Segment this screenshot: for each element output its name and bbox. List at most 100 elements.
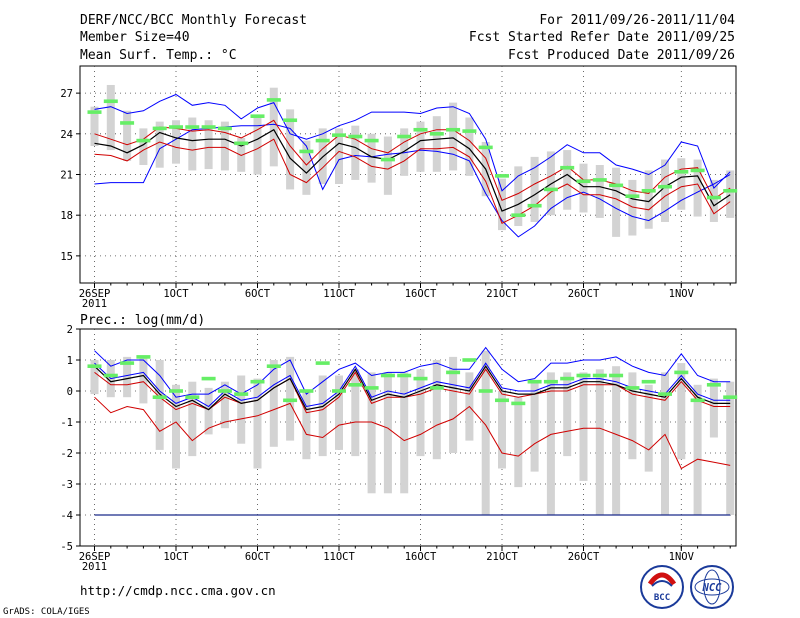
temp-member-mark — [478, 145, 493, 150]
precip-title: Prec.: log(mm/d) — [80, 313, 205, 328]
grads-credit: GrADS: COLA/IGES — [3, 607, 90, 617]
prec-xtick-label: 6OCT — [245, 551, 271, 563]
prec-member-mark — [413, 376, 428, 381]
temp-member-mark — [592, 178, 607, 182]
prec-line-max — [94, 346, 731, 398]
temp-spread-bar — [335, 128, 343, 184]
temp-member-mark — [380, 157, 395, 162]
temp-ytick-label: 27 — [60, 88, 73, 100]
prec-member-mark — [690, 398, 705, 403]
prec-line-mean — [94, 365, 731, 411]
temp-member-mark — [169, 125, 183, 129]
temp-member-mark — [364, 138, 379, 143]
temp-member-mark — [706, 195, 721, 200]
temp-spread-bar — [269, 87, 278, 167]
prec-ytick-label: 0 — [67, 386, 73, 398]
temp-member-mark — [429, 132, 444, 136]
temp-xtick-label: 1OCT — [163, 288, 189, 300]
temp-spread-bar — [351, 125, 360, 180]
temp-member-mark — [641, 188, 656, 193]
temp-member-mark — [201, 125, 216, 129]
prec-spread-bar — [530, 381, 539, 472]
temp-spread-bar — [563, 150, 572, 210]
temp-member-mark — [723, 188, 738, 193]
prec-spread-bar — [661, 372, 669, 515]
temp-spread-bar — [498, 178, 506, 231]
prec-xtick-label: 21OCT — [486, 551, 518, 563]
prec-member-mark — [283, 398, 298, 403]
prec-spread-bar — [514, 397, 523, 488]
temp-spread-bar — [661, 159, 669, 222]
temp-member-mark — [152, 126, 167, 131]
temp-spread-bar — [449, 102, 458, 171]
temp-spread-bar — [628, 179, 637, 236]
figure-title: DERF/NCC/BCC Monthly Forecast — [80, 13, 307, 28]
temp-spread-bar — [709, 179, 718, 222]
prec-spread-bar — [595, 369, 604, 515]
precipitation-panel: -5 -4 -3 -2 -1 0 1 2 26SEP 1OCT 6OCT 11OCT 16OCT 21OC… — [60, 324, 738, 573]
temp-line-mean — [94, 128, 731, 212]
temp-member-mark — [625, 194, 640, 198]
temp-spread-bar — [253, 114, 262, 175]
temp-line-max — [94, 123, 731, 238]
temp-member-mark — [413, 127, 428, 132]
prec-spread-bar — [237, 375, 246, 444]
prec-member-mark — [511, 401, 526, 406]
temp-spread-bar — [139, 128, 148, 166]
prec-xtick-label: 16OCT — [405, 551, 437, 563]
prec-member-mark — [462, 358, 477, 362]
prec-spread-bar — [367, 372, 376, 494]
temp-spread-bar — [155, 121, 164, 168]
temp-member-mark — [576, 179, 591, 184]
prec-xtick-label: 1NOV — [669, 551, 695, 563]
temp-spread-bar — [286, 109, 295, 190]
prec-member-mark — [495, 398, 509, 403]
temp-member-mark — [495, 174, 509, 178]
temp-member-mark — [103, 99, 118, 104]
temp-spread-bar — [204, 120, 213, 170]
prec-spread-bar — [335, 375, 343, 450]
temp-member-mark — [462, 129, 477, 133]
prec-ytick-label: -4 — [60, 510, 73, 522]
temp-spread-bar — [465, 117, 474, 176]
prec-ytick-label: -1 — [60, 417, 73, 429]
temp-line-min — [94, 93, 731, 192]
temp-spread-bar — [693, 159, 702, 217]
prec-spread-bar — [677, 363, 686, 460]
variable-label: Mean Surf. Temp.: °C — [80, 48, 237, 63]
temp-spread-bar — [595, 165, 604, 218]
temp-member-mark — [283, 118, 298, 123]
prec-member-mark — [706, 383, 721, 387]
temp-member-mark — [87, 110, 102, 114]
source-url[interactable]: http://cmdp.ncc.cma.gov.cn — [80, 583, 276, 598]
temp-member-mark — [511, 213, 526, 217]
prec-plot-frame — [79, 328, 737, 547]
temp-member-mark — [543, 187, 558, 192]
prec-member-mark — [234, 392, 249, 396]
temp-spread-bar — [432, 116, 441, 172]
prec-member-mark — [641, 379, 656, 384]
temp-ytick-label: 24 — [60, 129, 73, 141]
temp-spread-bar — [172, 120, 180, 164]
prec-spread-bar — [416, 369, 425, 457]
prec-member-mark — [446, 370, 461, 375]
forecast-period: For 2011/09/26-2011/11/04 — [539, 13, 735, 28]
prec-member-mark — [527, 379, 542, 384]
prec-spread-bar — [449, 356, 458, 453]
temp-spread-bar — [302, 140, 311, 195]
prec-line-p-minus-sd — [94, 368, 731, 414]
temp-spread-bar — [123, 110, 132, 161]
member-size: Member Size=40 — [80, 30, 190, 45]
temp-xtick-label: 6OCT — [245, 288, 271, 300]
prec-spread-bar — [498, 391, 506, 469]
prec-spread-bar — [579, 372, 588, 481]
bcc-logo-text: BCC — [654, 593, 670, 603]
prec-spread-bar — [383, 372, 392, 494]
ncc-logo: NCC — [690, 565, 734, 609]
temp-spread-bar — [514, 166, 523, 227]
prec-spread-bar — [172, 384, 180, 469]
prec-spread-bar — [351, 369, 360, 457]
temp-spread-bar — [90, 106, 99, 147]
temp-xtick-label: 11OCT — [323, 288, 355, 300]
